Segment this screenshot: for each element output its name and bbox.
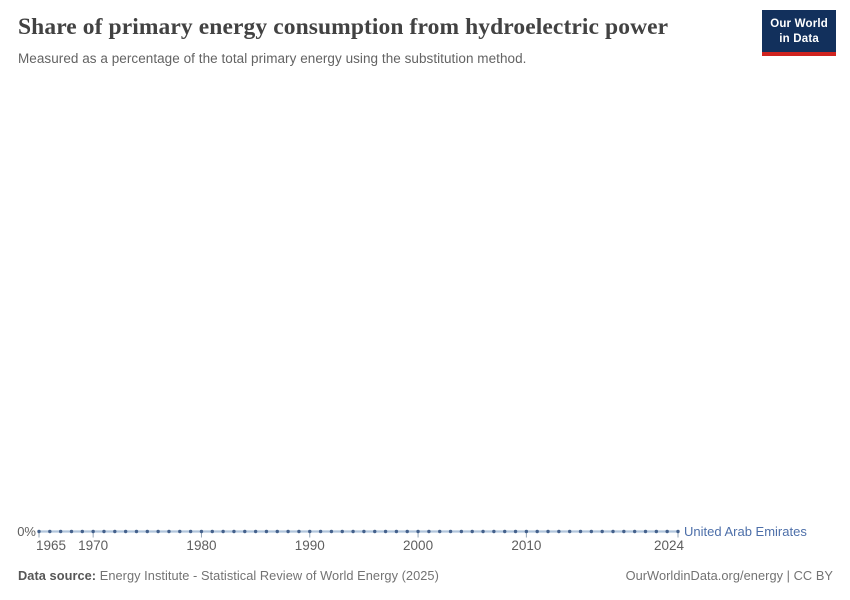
owid-logo-line1: Our World [770,18,828,30]
x-axis-tick-label: 2010 [511,538,542,553]
license-link[interactable]: OurWorldinData.org/energy | CC BY [625,568,833,583]
page-subtitle: Measured as a percentage of the total pr… [18,51,527,66]
x-axis-tick-label: 1970 [78,538,109,553]
x-axis: 1965 1970 1980 1990 2000 2010 2024 [0,538,850,556]
data-source-text: Energy Institute - Statistical Review of… [99,568,439,583]
x-axis-tick-label: 2000 [403,538,434,553]
entity-label-united-arab-emirates[interactable]: United Arab Emirates [684,524,807,539]
owid-logo-line2: in Data [779,32,819,45]
owid-logo[interactable]: Our World in Data [762,10,836,56]
x-axis-tick-label: 2024 [653,538,684,553]
data-source-line: Data source: Energy Institute - Statisti… [18,568,439,583]
x-axis-tick-label: 1990 [294,538,325,553]
x-axis-tick-label: 1980 [186,538,217,553]
plot-line-svg [37,529,680,538]
x-axis-tick-label: 1965 [36,538,67,553]
chart-footer: Data source: Energy Institute - Statisti… [18,568,833,583]
line-chart: 0% 1965 1970 1980 1990 2000 2010 2024 United A… [0,80,850,560]
y-axis-tick-label: 0% [17,524,36,539]
page-title: Share of primary energy consumption from… [18,14,669,40]
data-source-label: Data source: [18,568,97,583]
